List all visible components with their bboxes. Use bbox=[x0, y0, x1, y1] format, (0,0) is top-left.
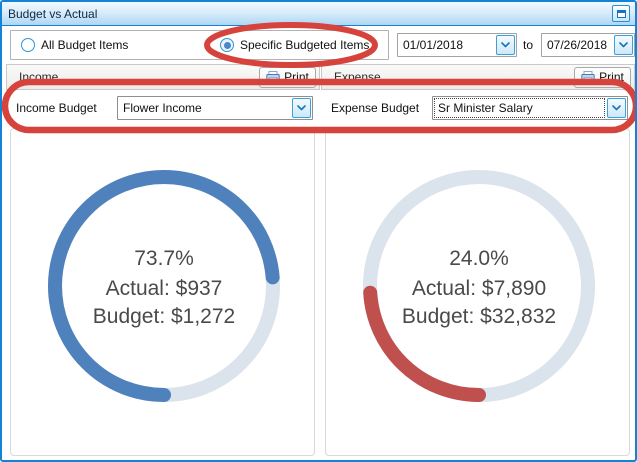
radio-all-budget-items-label: All Budget Items bbox=[41, 38, 129, 52]
expense-panel-header: Expense Print bbox=[321, 64, 635, 90]
printer-icon bbox=[266, 70, 280, 84]
income-budget-text: Budget: $1,272 bbox=[93, 305, 235, 328]
chevron-down-icon bbox=[501, 42, 510, 48]
date-from-value[interactable]: 01/01/2018 bbox=[403, 38, 464, 52]
window-title: Budget vs Actual bbox=[8, 6, 98, 21]
income-print-button[interactable]: Print bbox=[259, 66, 316, 88]
expense-budget-text: Budget: $32,832 bbox=[402, 305, 556, 328]
expense-percent-text: 24.0% bbox=[449, 247, 509, 270]
expense-donut-chart: 24.0% Actual: $7,890 Budget: $32,832 bbox=[325, 128, 630, 456]
income-budget-dropdown-button[interactable] bbox=[292, 98, 311, 118]
date-to-dropdown-button[interactable] bbox=[614, 35, 633, 55]
radio-specific-budgeted-items[interactable]: Specific Budgeted Items bbox=[220, 31, 369, 59]
income-actual-text: Actual: $937 bbox=[106, 277, 223, 300]
income-budget-label: Income Budget bbox=[16, 101, 97, 115]
chevron-down-icon bbox=[619, 42, 628, 48]
chevron-down-icon bbox=[612, 105, 621, 111]
expense-panel: Expense Print Expense Budget Sr Minister… bbox=[321, 64, 635, 458]
expense-actual-text: Actual: $7,890 bbox=[412, 277, 546, 300]
printer-icon bbox=[581, 70, 595, 84]
income-budget-selector-row: Income Budget Flower Income bbox=[6, 94, 320, 122]
title-bar: Budget vs Actual bbox=[2, 2, 635, 26]
income-donut-chart: 73.7% Actual: $937 Budget: $1,272 bbox=[10, 128, 315, 456]
date-to-value[interactable]: 07/26/2018 bbox=[547, 38, 608, 52]
income-donut-svg: 73.7% Actual: $937 Budget: $1,272 bbox=[48, 170, 280, 402]
income-print-label: Print bbox=[284, 70, 309, 84]
expense-print-button[interactable]: Print bbox=[574, 66, 631, 88]
maximize-button[interactable] bbox=[612, 5, 630, 22]
date-from-dropdown-button[interactable] bbox=[496, 35, 515, 55]
expense-budget-label: Expense Budget bbox=[331, 101, 420, 115]
chevron-down-icon bbox=[297, 105, 306, 111]
expense-budget-combobox[interactable]: Sr Minister Salary bbox=[432, 96, 628, 120]
maximize-icon bbox=[616, 9, 626, 18]
expense-header-label: Expense bbox=[334, 70, 381, 84]
expense-progress-arc bbox=[363, 170, 595, 402]
expense-print-label: Print bbox=[599, 70, 624, 84]
income-header-label: Income bbox=[19, 70, 59, 84]
expense-budget-combobox-value[interactable]: Sr Minister Salary bbox=[433, 97, 606, 119]
income-percent-text: 73.7% bbox=[134, 247, 194, 270]
income-panel: Income Print Income Budget Flower Income bbox=[6, 64, 320, 458]
radio-all-budget-items[interactable]: All Budget Items bbox=[21, 31, 128, 59]
radio-unselected-icon bbox=[21, 38, 35, 52]
date-range-to-label: to bbox=[523, 38, 534, 52]
radio-specific-budgeted-items-label: Specific Budgeted Items bbox=[240, 38, 370, 52]
date-to-field[interactable]: 07/26/2018 bbox=[541, 33, 635, 57]
income-progress-arc bbox=[48, 170, 280, 402]
date-from-field[interactable]: 01/01/2018 bbox=[397, 33, 517, 57]
income-budget-combobox[interactable]: Flower Income bbox=[117, 96, 313, 120]
radio-selected-icon bbox=[220, 38, 234, 52]
expense-donut-svg: 24.0% Actual: $7,890 Budget: $32,832 bbox=[363, 170, 595, 402]
expense-budget-dropdown-button[interactable] bbox=[607, 98, 626, 118]
budget-items-radio-group: All Budget Items Specific Budgeted Items bbox=[10, 30, 389, 60]
income-panel-header: Income Print bbox=[6, 64, 320, 90]
income-budget-combobox-value[interactable]: Flower Income bbox=[123, 101, 202, 115]
expense-budget-selector-row: Expense Budget Sr Minister Salary bbox=[321, 94, 635, 122]
